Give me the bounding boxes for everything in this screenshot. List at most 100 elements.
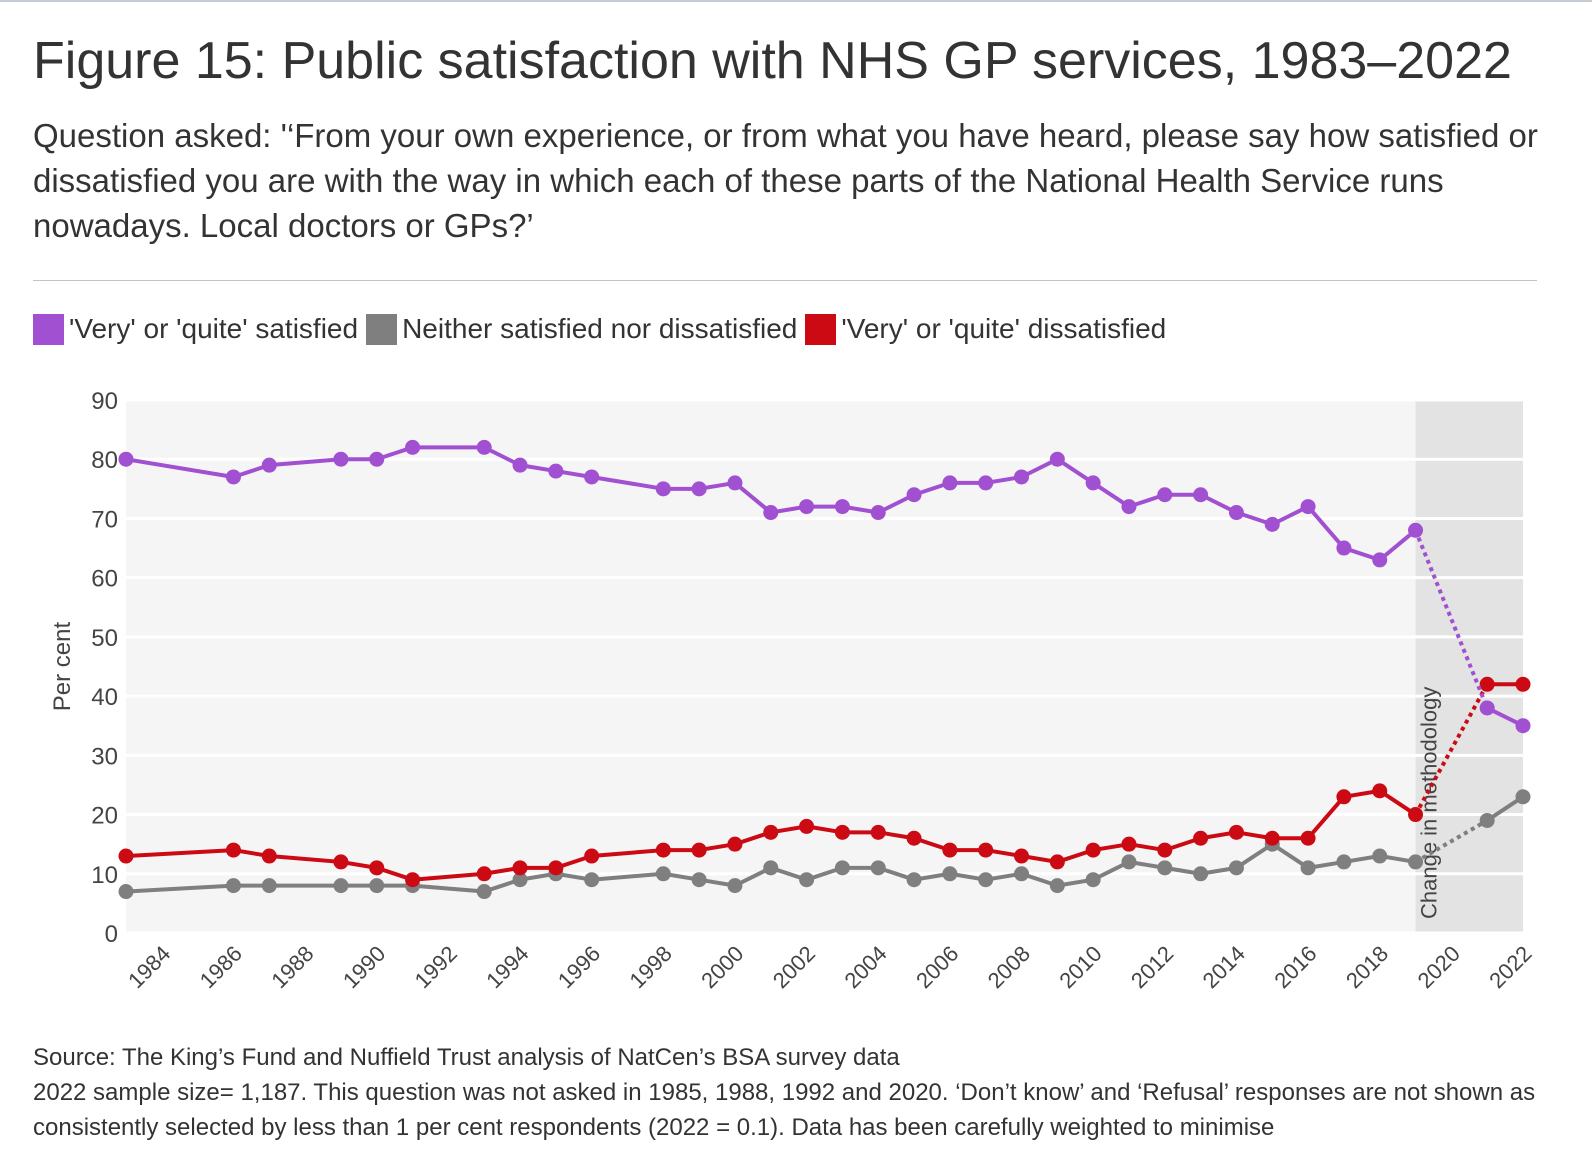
x-tick-label: 2022	[1484, 941, 1536, 993]
data-point-dissatisfied	[655, 842, 671, 858]
data-point-neither	[261, 878, 277, 894]
data-point-satisfied	[1479, 700, 1495, 716]
data-point-satisfied	[1157, 487, 1173, 503]
data-point-neither	[1300, 860, 1316, 876]
x-tick-label: 1998	[625, 941, 677, 993]
x-tick-label: 2018	[1341, 941, 1393, 993]
data-point-satisfied	[799, 499, 815, 515]
data-point-dissatisfied	[763, 824, 779, 840]
chart-subtitle: Question asked: '‘From your own experien…	[33, 117, 1538, 244]
data-point-satisfied	[1264, 516, 1280, 532]
data-point-satisfied	[369, 451, 385, 467]
series-line-dashed-neither	[1414, 818, 1489, 864]
data-point-dissatisfied	[333, 854, 349, 870]
y-tick-label: 70	[91, 506, 118, 533]
x-tick-label: 1984	[123, 941, 175, 993]
x-tick-label: 1990	[338, 941, 390, 993]
data-point-satisfied	[118, 451, 134, 467]
y-tick-label: 20	[91, 803, 118, 830]
data-point-dissatisfied	[118, 848, 134, 864]
data-point-dissatisfied	[978, 842, 994, 858]
data-point-satisfied	[1228, 505, 1244, 521]
data-point-neither	[942, 866, 958, 882]
data-point-neither	[870, 860, 886, 876]
legend: 'Very' or 'quite' satisfied Neither sati…	[33, 313, 1174, 345]
data-point-satisfied	[261, 457, 277, 473]
top-border	[0, 0, 1592, 2]
data-point-satisfied	[691, 481, 707, 497]
line-chart: 0 10 20 30 40 50 60 70 80 90 1984 1986 1988 1990 1992 1…	[49, 388, 1537, 993]
data-point-satisfied	[1300, 499, 1316, 515]
data-point-satisfied	[405, 439, 421, 455]
legend-swatch-neither	[366, 313, 398, 345]
data-point-satisfied	[1121, 499, 1137, 515]
data-point-neither	[1228, 860, 1244, 876]
source-note: Source: The King’s Fund and Nuffield Tru…	[33, 1040, 1563, 1145]
methodology-label: Change in methodology	[1417, 687, 1442, 919]
data-point-neither	[1157, 860, 1173, 876]
y-axis-label: Per cent	[49, 621, 76, 711]
data-point-neither	[1372, 848, 1388, 864]
y-tick-label: 50	[91, 625, 118, 652]
data-point-satisfied	[1372, 552, 1388, 568]
x-tick-label: 2020	[1413, 941, 1465, 993]
data-point-neither	[1479, 812, 1495, 828]
data-point-neither	[225, 878, 241, 894]
data-point-neither	[1085, 872, 1101, 888]
plot-background	[126, 400, 1523, 933]
data-point-neither	[799, 872, 815, 888]
data-point-dissatisfied	[1336, 789, 1352, 805]
x-tick-label: 2004	[839, 941, 891, 993]
legend-item-neither[interactable]: Neither satisfied nor dissatisfied	[366, 313, 797, 345]
legend-label-satisfied: 'Very' or 'quite' satisfied	[69, 313, 359, 344]
data-point-dissatisfied	[1408, 807, 1424, 823]
legend-label-neither: Neither satisfied nor dissatisfied	[402, 313, 798, 344]
data-point-satisfied	[834, 499, 850, 515]
data-point-satisfied	[727, 475, 743, 491]
y-tick-label: 60	[91, 566, 118, 593]
series-dissatisfied	[118, 676, 1531, 888]
data-point-dissatisfied	[1193, 830, 1209, 846]
legend-swatch-dissatisfied	[805, 313, 837, 345]
data-point-dissatisfied	[584, 848, 600, 864]
x-tick-label: 2012	[1126, 941, 1178, 993]
data-point-dissatisfied	[1372, 783, 1388, 799]
data-point-neither	[691, 872, 707, 888]
x-tick-label: 2008	[983, 941, 1035, 993]
data-point-dissatisfied	[834, 824, 850, 840]
data-point-dissatisfied	[942, 842, 958, 858]
legend-item-satisfied[interactable]: 'Very' or 'quite' satisfied	[33, 313, 358, 345]
y-tick-label: 90	[91, 388, 118, 415]
data-point-dissatisfied	[476, 866, 492, 882]
data-point-neither	[1336, 854, 1352, 870]
data-point-neither	[476, 884, 492, 900]
x-tick-label: 2000	[696, 941, 748, 993]
data-point-dissatisfied	[1515, 676, 1531, 692]
data-point-dissatisfied	[1479, 676, 1495, 692]
data-point-neither	[727, 878, 743, 894]
data-point-neither	[118, 884, 134, 900]
data-point-neither	[1515, 789, 1531, 805]
data-point-neither	[655, 866, 671, 882]
y-tick-label: 0	[105, 921, 118, 948]
legend-item-dissatisfied[interactable]: 'Very' or 'quite' dissatisfied	[805, 313, 1166, 345]
data-point-satisfied	[1408, 522, 1424, 538]
data-point-satisfied	[548, 463, 564, 479]
data-point-neither	[978, 872, 994, 888]
data-point-satisfied	[584, 469, 600, 485]
data-point-neither	[333, 878, 349, 894]
data-point-satisfied	[870, 505, 886, 521]
series-line-dashed-dissatisfied	[1413, 683, 1489, 816]
x-tick-label: 2010	[1054, 941, 1106, 993]
x-tick-label: 2014	[1198, 941, 1250, 993]
y-tick-label: 30	[91, 743, 118, 770]
data-point-neither	[834, 860, 850, 876]
data-point-satisfied	[763, 505, 779, 521]
x-tick-label: 1988	[266, 941, 318, 993]
data-point-satisfied	[1336, 540, 1352, 556]
x-tick-label: 1994	[481, 941, 533, 993]
data-point-dissatisfied	[1085, 842, 1101, 858]
y-tick-label: 40	[91, 684, 118, 711]
data-point-neither	[1049, 878, 1065, 894]
data-point-satisfied	[1049, 451, 1065, 467]
